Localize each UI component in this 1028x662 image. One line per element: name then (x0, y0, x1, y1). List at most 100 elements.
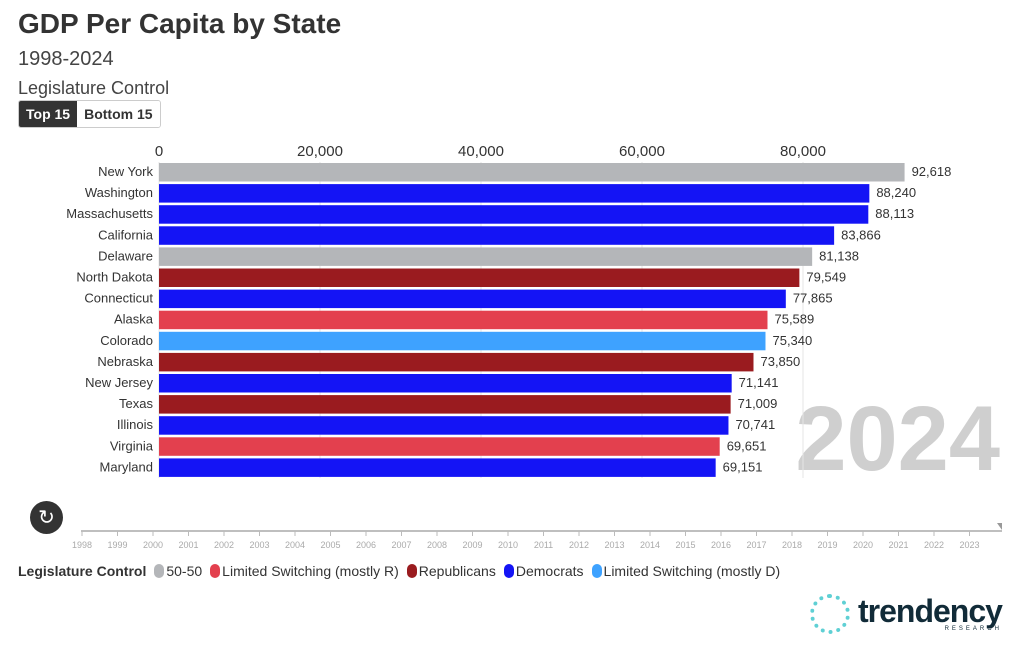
bar (159, 205, 869, 224)
bar (159, 226, 835, 245)
value-label: 75,340 (772, 333, 812, 348)
timeline-year[interactable]: 2004 (285, 540, 305, 550)
bar (159, 184, 870, 203)
category-label: Maryland (100, 459, 153, 474)
legend-swatch (154, 564, 165, 578)
bar (159, 163, 905, 182)
value-label: 79,549 (806, 270, 846, 285)
timeline-year[interactable]: 1998 (72, 540, 92, 550)
timeline-year[interactable]: 2016 (711, 540, 731, 550)
legend-label: Limited Switching (mostly D) (603, 563, 781, 579)
replay-icon: ↻ (38, 507, 55, 529)
category-label: Illinois (117, 417, 154, 432)
value-label: 83,866 (841, 227, 881, 242)
bar (159, 395, 731, 414)
value-label: 92,618 (912, 164, 952, 179)
value-label: 88,113 (875, 206, 914, 221)
chart-subtitle: 1998-2024 (18, 48, 114, 70)
legend-title: Legislature Control (18, 563, 147, 579)
timeline-year[interactable]: 2003 (249, 540, 269, 550)
value-label: 70,741 (735, 417, 775, 432)
year-watermark: 2024 (795, 388, 1000, 490)
category-label: Washington (85, 185, 153, 200)
category-label: Connecticut (84, 291, 153, 306)
bar (159, 268, 800, 287)
category-label: Texas (119, 396, 153, 411)
legend-label: Democrats (515, 563, 584, 579)
category-label: Nebraska (97, 354, 153, 369)
timeline-year[interactable]: 2020 (853, 540, 873, 550)
legend-swatch (591, 564, 602, 578)
category-label: California (98, 227, 154, 242)
legend-label: Limited Switching (mostly R) (222, 563, 399, 579)
bar (159, 374, 732, 393)
legend-swatch (503, 564, 514, 578)
timeline-year[interactable]: 2013 (604, 540, 624, 550)
replay-button[interactable]: ↻ (30, 501, 63, 534)
timeline-year[interactable]: 2021 (888, 540, 908, 550)
logo-ring-icon (810, 594, 850, 634)
timeline-year[interactable]: 2009 (462, 540, 482, 550)
legend-item[interactable]: 50-50 (154, 563, 202, 579)
logo-wordmark: trendency (858, 593, 1003, 629)
value-label: 69,651 (727, 438, 767, 453)
tab-top-15[interactable]: Top 15 (19, 101, 78, 127)
legend-item[interactable]: Limited Switching (mostly D) (591, 563, 781, 579)
tab-bottom-15[interactable]: Bottom 15 (77, 101, 160, 127)
legend: Legislature Control 50-50 Limited Switchi… (18, 563, 784, 579)
value-label: 75,589 (774, 312, 814, 327)
category-label: North Dakota (76, 270, 153, 285)
legend-item[interactable]: Republicans (406, 563, 496, 579)
chart-title: GDP Per Capita by State (18, 8, 342, 39)
category-label: Massachusetts (66, 206, 153, 221)
timeline-handle[interactable] (997, 523, 1002, 530)
trendency-logo: trendency RESEARCH (810, 593, 1003, 634)
bar (159, 352, 754, 372)
category-label: New York (98, 164, 153, 179)
bar (159, 310, 768, 330)
timeline-year[interactable]: 2017 (746, 540, 766, 550)
legend-item[interactable]: Democrats (503, 563, 584, 579)
timeline-year[interactable]: 2002 (214, 540, 234, 550)
bar (159, 331, 766, 351)
timeline-year[interactable]: 2023 (959, 540, 979, 550)
tab-group: Top 15 Bottom 15 (18, 100, 161, 128)
timeline-year[interactable]: 2001 (178, 540, 198, 550)
x-tick-label: 20,000 (297, 143, 343, 160)
timeline-year[interactable]: 2010 (498, 540, 518, 550)
logo-tagline: RESEARCH (944, 626, 1002, 632)
group-label: Legislature Control (18, 78, 170, 98)
value-label: 71,141 (739, 375, 779, 390)
x-tick-label: 80,000 (780, 143, 826, 160)
timeline-year[interactable]: 2014 (640, 540, 660, 550)
timeline-year[interactable]: 2006 (356, 540, 376, 550)
timeline-year[interactable]: 2022 (924, 540, 944, 550)
category-label: Virginia (110, 438, 154, 453)
bar (159, 458, 716, 477)
timeline-year[interactable]: 2007 (391, 540, 411, 550)
value-label: 77,865 (793, 291, 833, 306)
bar (159, 247, 813, 266)
value-label: 73,850 (760, 354, 800, 369)
timeline-year[interactable]: 2015 (675, 540, 695, 550)
legend-label: 50-50 (166, 563, 203, 579)
value-label: 81,138 (819, 248, 859, 263)
category-label: Alaska (114, 312, 154, 327)
category-label: Delaware (98, 248, 153, 263)
timeline-year[interactable]: 2000 (143, 540, 163, 550)
timeline-year[interactable]: 2012 (569, 540, 589, 550)
legend-swatch (210, 564, 221, 578)
timeline-year[interactable]: 2011 (534, 540, 553, 550)
timeline-year[interactable]: 2005 (320, 540, 340, 550)
x-tick-label: 0 (155, 143, 163, 160)
timeline-year[interactable]: 2008 (427, 540, 447, 550)
legend-item[interactable]: Limited Switching (mostly R) (210, 563, 399, 579)
value-label: 71,009 (738, 396, 778, 411)
timeline-year[interactable]: 1999 (107, 540, 127, 550)
x-tick-label: 60,000 (619, 143, 665, 160)
bar (159, 416, 729, 435)
category-label: New Jersey (85, 375, 153, 390)
timeline-year[interactable]: 2018 (782, 540, 802, 550)
bar-chart: 2024 0 20,000 40,000 60,000 80,000 New York 92,… (66, 143, 1002, 550)
timeline-year[interactable]: 2019 (817, 540, 837, 550)
